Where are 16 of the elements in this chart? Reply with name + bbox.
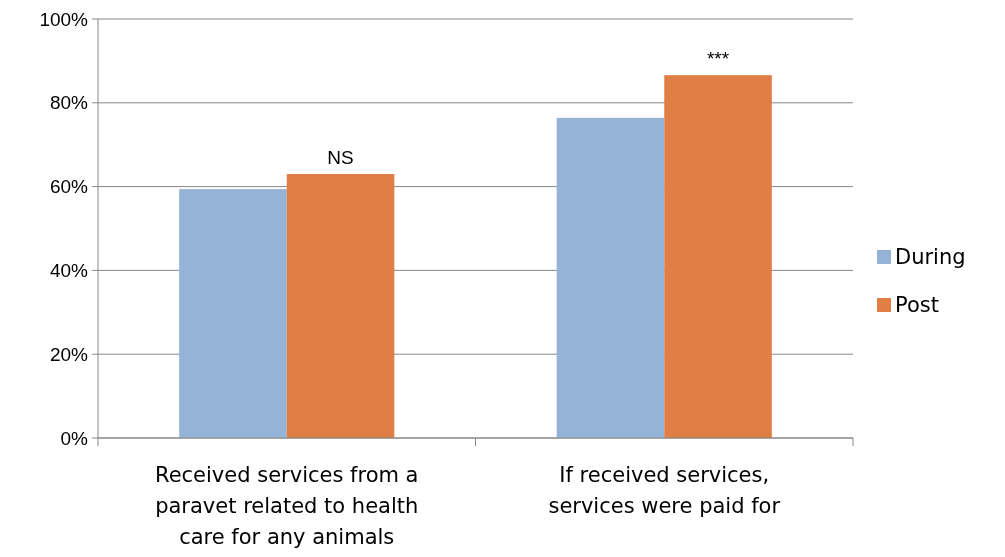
bar bbox=[286, 174, 395, 438]
bar bbox=[179, 189, 287, 438]
y-tick-label: 20% bbox=[49, 343, 89, 365]
x-tick-label: Received services from a paravet related to health care for any animals bbox=[155, 463, 419, 549]
legend-label: During bbox=[895, 245, 966, 270]
y-tick-label: 0% bbox=[60, 427, 89, 449]
legend-label: Post bbox=[895, 293, 939, 318]
y-tick-label: 40% bbox=[49, 260, 89, 282]
y-tick-label: 80% bbox=[49, 92, 89, 114]
annotation: *** bbox=[706, 48, 730, 70]
annotation: NS bbox=[327, 147, 354, 169]
y-tick-label: 100% bbox=[39, 8, 89, 30]
bar bbox=[664, 75, 772, 438]
y-tick-label: 60% bbox=[49, 176, 89, 198]
bar bbox=[556, 117, 665, 438]
x-tick-label: If received services, services were paid for bbox=[548, 463, 781, 518]
